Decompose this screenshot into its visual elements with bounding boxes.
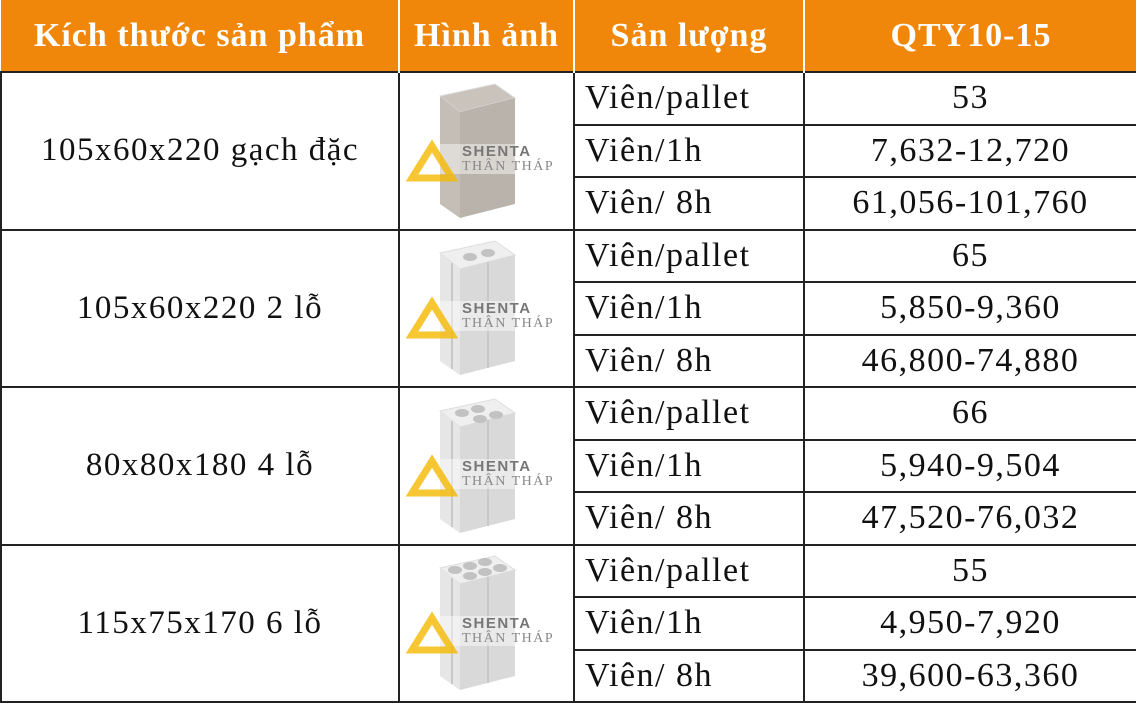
- header-size: Kích thước sản phẩm: [1, 0, 399, 72]
- table-row: 105x60x220 gạch đặc SHENTA THÂN THÁP Viên/p…: [0, 71, 1136, 231]
- output-label: Viên/1h: [573, 596, 805, 651]
- output-label: Viên/1h: [573, 281, 805, 336]
- watermark: SHENTA THÂN THÁP: [462, 301, 554, 331]
- table-row: Viên/ 8h 61,056-101,760: [1, 176, 1136, 231]
- output-value: 4,950-7,920: [803, 596, 1136, 651]
- product-size: 80x80x180 4 lỗ: [0, 386, 400, 546]
- output-value: 53: [803, 71, 1136, 126]
- output-label: Viên/1h: [573, 438, 805, 493]
- watermark-line2: THÂN THÁP: [462, 631, 555, 647]
- table-row: 115x75x170 6 lỗ SHENTA THÂN THÁP Viên/palle…: [0, 543, 1136, 703]
- output-value: 5,940-9,504: [803, 438, 1136, 493]
- table-row: 105x60x220 2 lỗ SHENTA THÂN THÁP Viên/palle…: [0, 228, 1136, 388]
- product-size: 115x75x170 6 lỗ: [0, 543, 400, 703]
- watermark: SHENTA THÂN THÁP: [462, 616, 554, 646]
- product-image: SHENTA THÂN THÁP: [398, 228, 575, 388]
- output-label: Viên/pallet: [573, 543, 805, 598]
- table-row: 80x80x180 4 lỗ SHENTA THÂN THÁP Viên/pallet…: [0, 386, 1136, 546]
- output-label: Viên/pallet: [573, 386, 805, 441]
- product-image: SHENTA THÂN THÁP: [398, 543, 575, 703]
- output-value: 55: [803, 543, 1136, 598]
- table-row: Viên/1h 5,940-9,504: [1, 438, 1136, 493]
- header-image: Hình ảnh: [398, 0, 574, 72]
- table-row: Viên/ 8h 46,800-74,880: [1, 333, 1136, 388]
- output-value: 5,850-9,360: [803, 281, 1136, 336]
- output-value: 46,800-74,880: [803, 333, 1136, 388]
- output-value: 61,056-101,760: [803, 176, 1136, 231]
- output-value: 7,632-12,720: [803, 123, 1136, 178]
- header-row: Kích thước sản phẩm Hình ảnh Sản lượng Q…: [1, 0, 1136, 72]
- output-label: Viên/pallet: [573, 71, 805, 126]
- product-image: SHENTA THÂN THÁP: [398, 386, 575, 546]
- watermark-line1: SHENTA: [462, 300, 532, 318]
- output-label: Viên/pallet: [573, 228, 805, 283]
- output-value: 47,520-76,032: [803, 491, 1136, 546]
- product-size: 105x60x220 2 lỗ: [0, 228, 400, 388]
- output-value: 65: [803, 228, 1136, 283]
- watermark-line2: THÂN THÁP: [462, 473, 555, 489]
- output-label: Viên/ 8h: [573, 333, 805, 388]
- output-label: Viên/ 8h: [573, 176, 805, 231]
- output-label: Viên/ 8h: [573, 648, 805, 703]
- watermark: SHENTA THÂN THÁP: [462, 144, 554, 174]
- product-image: SHENTA THÂN THÁP: [398, 71, 575, 231]
- watermark-line2: THÂN THÁP: [462, 316, 555, 332]
- watermark-line1: SHENTA: [462, 457, 532, 475]
- output-label: Viên/ 8h: [573, 491, 805, 546]
- table-row: Viên/1h 7,632-12,720: [1, 123, 1136, 178]
- output-value: 66: [803, 386, 1136, 441]
- watermark-line1: SHENTA: [462, 615, 532, 633]
- output-value: 39,600-63,360: [803, 648, 1136, 703]
- output-label: Viên/1h: [573, 123, 805, 178]
- product-size: 105x60x220 gạch đặc: [0, 71, 400, 231]
- watermark: SHENTA THÂN THÁP: [462, 459, 554, 489]
- watermark-line2: THÂN THÁP: [462, 158, 555, 174]
- table-row: Viên/1h 4,950-7,920: [1, 596, 1136, 651]
- table-row: Viên/ 8h 39,600-63,360: [1, 648, 1136, 703]
- header-output: Sản lượng: [573, 0, 804, 72]
- watermark-line1: SHENTA: [462, 142, 532, 160]
- table-row: Viên/1h 5,850-9,360: [1, 281, 1136, 336]
- header-model: QTY10-15: [803, 0, 1136, 72]
